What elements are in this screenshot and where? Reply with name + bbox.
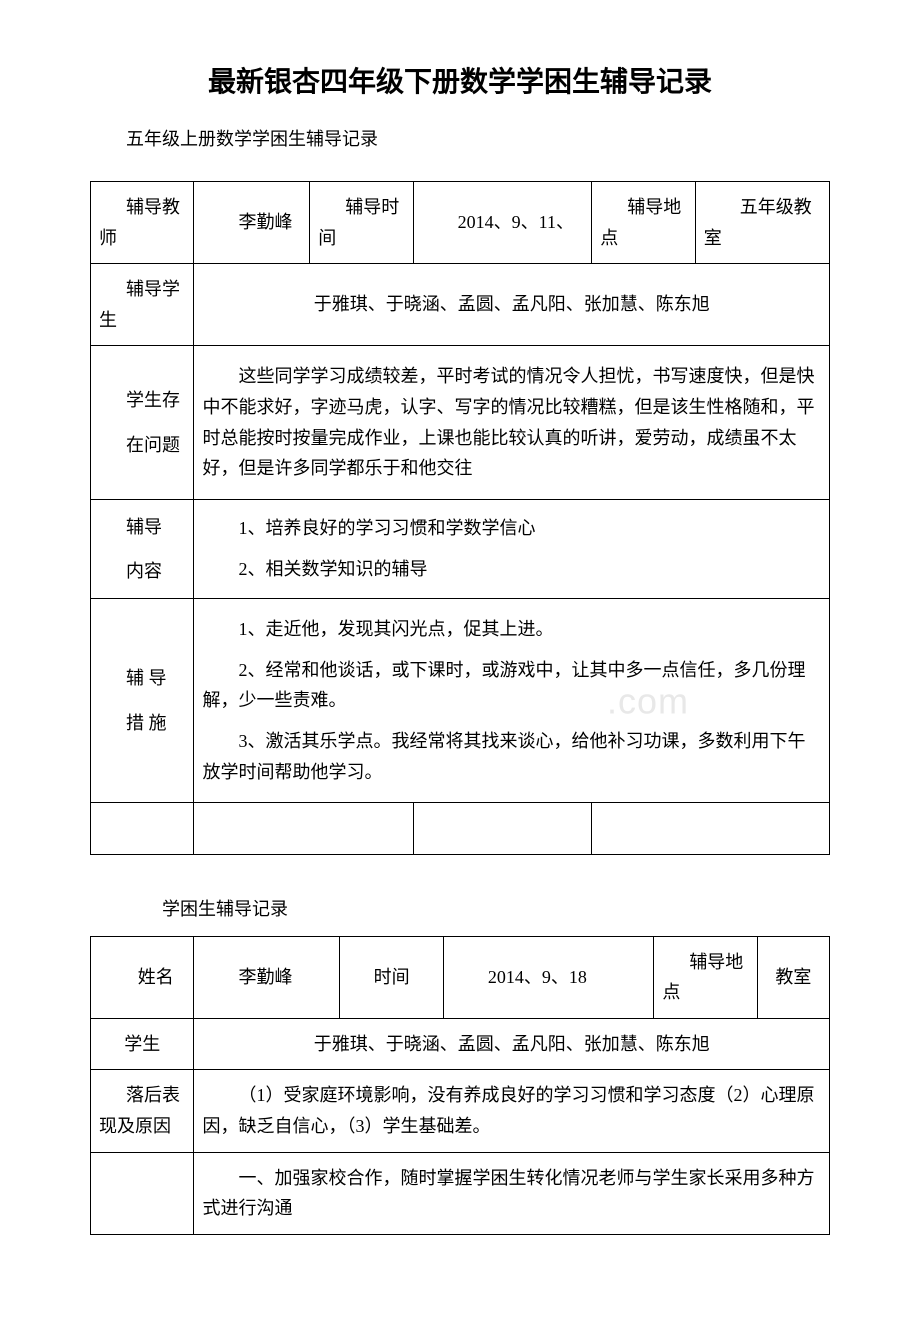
cell-label: 辅 导 措 施 <box>91 599 194 803</box>
content-line: 1、走近他，发现其闪光点，促其上进。 <box>202 614 821 645</box>
cell-value: 教室 <box>757 936 829 1018</box>
table-row: 一、加强家校合作，随时掌握学困生转化情况老师与学生家长采用多种方式进行沟通 <box>91 1152 830 1234</box>
page-title: 最新银杏四年级下册数学学困生辅导记录 <box>90 60 830 100</box>
label-line: 措 施 <box>99 706 185 740</box>
table-row: 辅导学生 于雅琪、于晓涵、孟圆、孟凡阳、张加慧、陈东旭 <box>91 264 830 346</box>
content-line: 3、激活其乐学点。我经常将其找来谈心，给他补习功课，多数利用下午放学时间帮助他学… <box>202 726 821 787</box>
content-line: 1、培养良好的学习习惯和学数学信心 <box>202 513 821 544</box>
table-row: 落后表现及原因 （1）受家庭环境影响，没有养成良好的学习习惯和学习态度（2）心理… <box>91 1070 830 1152</box>
cell-label: 学生 <box>91 1018 194 1070</box>
empty-cell <box>91 803 194 855</box>
cell-label: 姓名 <box>91 936 194 1018</box>
content-line: 2、相关数学知识的辅导 <box>202 554 821 585</box>
table-row <box>91 803 830 855</box>
table-row: 辅导 内容 1、培养良好的学习习惯和学数学信心 2、相关数学知识的辅导 <box>91 499 830 598</box>
empty-cell <box>413 803 592 855</box>
cell-label: 辅导时间 <box>310 182 413 264</box>
cell-label: 学生存 在问题 <box>91 346 194 499</box>
cell-value: 李勤峰 <box>194 182 310 264</box>
label-line: 在问题 <box>99 428 185 462</box>
empty-cell <box>592 803 830 855</box>
table-row: 辅 导 措 施 .com 1、走近他，发现其闪光点，促其上进。 2、经常和他谈话… <box>91 599 830 803</box>
empty-cell <box>194 803 413 855</box>
cell-value: 李勤峰 <box>194 936 340 1018</box>
cell-value: 于雅琪、于晓涵、孟圆、孟凡阳、张加慧、陈东旭 <box>194 264 830 346</box>
label-line: 辅导 <box>99 510 185 544</box>
label-line: 内容 <box>99 554 185 588</box>
cell-label: 辅导教师 <box>91 182 194 264</box>
table-row: 学生 于雅琪、于晓涵、孟圆、孟凡阳、张加慧、陈东旭 <box>91 1018 830 1070</box>
table-row: 姓名 李勤峰 时间 2014、9、18 辅导地点 教室 <box>91 936 830 1018</box>
cell-label: 辅导 内容 <box>91 499 194 598</box>
cell-value: .com 1、走近他，发现其闪光点，促其上进。 2、经常和他谈话，或下课时，或游… <box>194 599 830 803</box>
cell-value: 五年级教室 <box>695 182 829 264</box>
tutoring-table-1: 辅导教师 李勤峰 辅导时间 2014、9、11、 辅导地点 五年级教室 辅导学生… <box>90 181 830 855</box>
cell-value: 一、加强家校合作，随时掌握学困生转化情况老师与学生家长采用多种方式进行沟通 <box>194 1152 830 1234</box>
cell-label: 时间 <box>340 936 443 1018</box>
table-row: 学生存 在问题 这些同学学习成绩较差，平时考试的情况令人担忧，书写速度快，但是快… <box>91 346 830 499</box>
cell-value: 2014、9、11、 <box>413 182 592 264</box>
cell-value: （1）受家庭环境影响，没有养成良好的学习习惯和学习态度（2）心理原因，缺乏自信心… <box>194 1070 830 1152</box>
subtitle: 五年级上册数学学困生辅导记录 <box>90 125 830 151</box>
cell-value: 2014、9、18 <box>443 936 653 1018</box>
cell-value: 1、培养良好的学习习惯和学数学信心 2、相关数学知识的辅导 <box>194 499 830 598</box>
cell-value: 这些同学学习成绩较差，平时考试的情况令人担忧，书写速度快，但是快中不能求好，字迹… <box>194 346 830 499</box>
tutoring-table-2: 姓名 李勤峰 时间 2014、9、18 辅导地点 教室 学生 于雅琪、于晓涵、孟… <box>90 936 830 1235</box>
cell-label: 辅导地点 <box>592 182 695 264</box>
cell-label: 辅导学生 <box>91 264 194 346</box>
cell-label: 辅导地点 <box>654 936 757 1018</box>
cell-value: 于雅琪、于晓涵、孟圆、孟凡阳、张加慧、陈东旭 <box>194 1018 830 1070</box>
label-line: 辅 导 <box>99 661 185 695</box>
empty-cell <box>91 1152 194 1234</box>
cell-label: 落后表现及原因 <box>91 1070 194 1152</box>
section-heading: 学困生辅导记录 <box>90 895 830 921</box>
table-row: 辅导教师 李勤峰 辅导时间 2014、9、11、 辅导地点 五年级教室 <box>91 182 830 264</box>
content-line: 2、经常和他谈话，或下课时，或游戏中，让其中多一点信任，多几份理解，少一些责难。 <box>202 655 821 716</box>
label-line: 学生存 <box>99 383 185 417</box>
